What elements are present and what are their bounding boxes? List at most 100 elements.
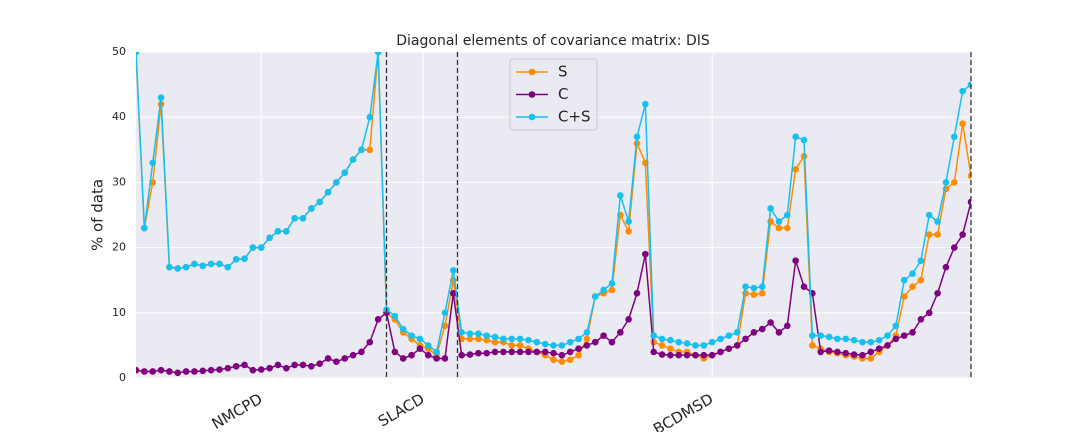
data-point bbox=[141, 368, 148, 375]
data-point bbox=[784, 322, 791, 330]
data-point bbox=[566, 348, 574, 356]
data-point bbox=[224, 364, 232, 372]
data-point bbox=[249, 244, 257, 251]
data-point bbox=[316, 198, 324, 206]
data-point bbox=[725, 345, 733, 352]
data-point bbox=[182, 263, 190, 271]
data-point bbox=[374, 52, 382, 56]
y-tick-label: 40 bbox=[112, 110, 126, 123]
data-point bbox=[483, 349, 491, 357]
data-point bbox=[792, 257, 799, 264]
data-point bbox=[825, 333, 833, 341]
data-point bbox=[775, 329, 783, 336]
legend-label: S bbox=[558, 63, 568, 81]
data-point bbox=[834, 335, 841, 343]
y-tick-label: 20 bbox=[112, 241, 126, 254]
data-point bbox=[725, 332, 733, 339]
data-point bbox=[817, 332, 824, 339]
data-point bbox=[291, 361, 298, 369]
data-point bbox=[934, 231, 941, 238]
data-point bbox=[424, 342, 432, 349]
data-point bbox=[925, 231, 933, 238]
data-point bbox=[750, 284, 758, 292]
x-tick-label: SLACD bbox=[375, 390, 428, 431]
data-point bbox=[174, 369, 182, 377]
data-point bbox=[867, 348, 875, 356]
data-point bbox=[667, 336, 674, 344]
data-point bbox=[207, 260, 215, 268]
legend-label: C bbox=[558, 85, 568, 103]
data-point bbox=[224, 263, 232, 271]
y-tick-label: 30 bbox=[112, 175, 126, 188]
data-point bbox=[733, 342, 741, 349]
data-point bbox=[909, 270, 916, 277]
data-point bbox=[700, 342, 708, 349]
data-point bbox=[591, 293, 599, 300]
data-point bbox=[909, 329, 916, 336]
chart-title: Diagonal elements of covariance matrix: … bbox=[396, 33, 710, 49]
legend-label: C+S bbox=[558, 108, 591, 126]
data-point bbox=[817, 348, 824, 356]
data-point bbox=[850, 336, 858, 344]
data-point bbox=[900, 293, 908, 300]
data-point bbox=[583, 329, 591, 336]
data-point bbox=[775, 218, 783, 225]
data-point bbox=[324, 188, 332, 196]
data-point bbox=[541, 340, 549, 348]
data-point bbox=[742, 283, 749, 291]
data-point bbox=[441, 322, 449, 330]
data-point bbox=[942, 179, 950, 186]
data-point bbox=[625, 228, 632, 235]
data-point bbox=[809, 342, 816, 349]
data-point bbox=[683, 351, 691, 359]
data-point bbox=[742, 335, 749, 343]
data-point bbox=[650, 348, 657, 356]
data-point bbox=[483, 332, 491, 339]
data-point bbox=[867, 338, 875, 346]
data-point bbox=[475, 349, 482, 357]
data-point bbox=[608, 286, 616, 294]
data-point bbox=[525, 336, 532, 344]
data-point bbox=[433, 348, 440, 356]
data-point bbox=[633, 289, 641, 297]
data-point bbox=[491, 348, 499, 356]
data-point bbox=[566, 356, 574, 364]
data-point bbox=[951, 133, 958, 141]
data-point bbox=[850, 351, 858, 358]
data-point bbox=[274, 361, 282, 369]
data-point bbox=[366, 146, 374, 154]
data-point bbox=[291, 214, 298, 222]
data-point bbox=[758, 283, 766, 291]
data-point bbox=[299, 361, 307, 369]
data-point bbox=[809, 332, 816, 339]
data-point bbox=[157, 366, 165, 374]
data-point bbox=[391, 348, 399, 356]
data-point bbox=[241, 361, 248, 369]
data-point bbox=[508, 335, 516, 343]
data-point bbox=[500, 335, 507, 343]
data-point bbox=[558, 351, 566, 359]
data-point bbox=[216, 366, 223, 373]
data-point bbox=[199, 262, 207, 270]
data-point bbox=[959, 231, 966, 238]
data-point bbox=[834, 348, 841, 356]
data-point bbox=[658, 342, 666, 349]
data-point bbox=[550, 342, 557, 349]
data-point bbox=[199, 367, 207, 375]
data-point bbox=[508, 348, 516, 356]
data-point bbox=[475, 330, 482, 337]
data-point bbox=[617, 192, 624, 199]
data-point bbox=[650, 332, 657, 339]
data-point bbox=[642, 250, 649, 258]
data-point bbox=[884, 342, 891, 349]
data-point bbox=[608, 338, 616, 346]
data-point bbox=[299, 214, 307, 222]
y-tick-label: 10 bbox=[112, 306, 126, 319]
data-point bbox=[792, 133, 799, 141]
data-point bbox=[884, 332, 891, 339]
data-point bbox=[408, 332, 415, 339]
data-point bbox=[516, 342, 524, 349]
data-point bbox=[349, 156, 357, 163]
data-point bbox=[550, 356, 557, 364]
